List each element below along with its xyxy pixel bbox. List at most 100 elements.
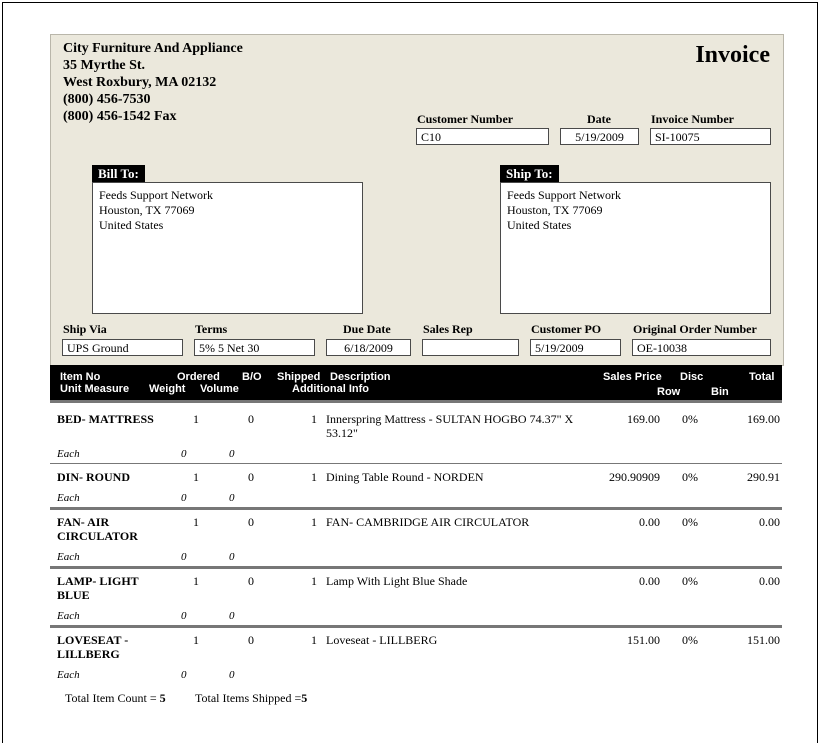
item-no-line: LAMP- LIGHT: [57, 574, 139, 588]
ship-to-box[interactable]: Feeds Support Network Houston, TX 77069 …: [500, 182, 771, 314]
bill-to-tag: Bill To:: [92, 165, 145, 182]
ordered-qty: 1: [193, 574, 199, 588]
unit-measure: Each: [57, 448, 80, 460]
shipped-qty: 1: [311, 412, 317, 426]
total-item-count: Total Item Count = 5: [65, 691, 166, 706]
col-additional-info: Additional Info: [292, 383, 369, 395]
total-items-shipped: Total Items Shipped =5: [195, 691, 307, 706]
terms-field[interactable]: 5% 5 Net 30: [194, 339, 315, 356]
volume: 0: [229, 551, 235, 563]
company-name: City Furniture And Appliance: [63, 41, 243, 56]
item-no-line: CIRCULATOR: [57, 529, 138, 543]
volume: 0: [229, 448, 235, 460]
total-item-count-label: Total Item Count =: [65, 691, 160, 705]
ship-via-field[interactable]: UPS Ground: [62, 339, 183, 356]
ordered-qty: 1: [193, 412, 199, 426]
customer-po-label: Customer PO: [531, 322, 602, 336]
company-city: West Roxbury, MA 02132: [63, 75, 217, 90]
sales-rep-field[interactable]: [422, 339, 519, 356]
company-street: 35 Myrthe St.: [63, 58, 146, 73]
item-no: DIN- ROUND: [57, 470, 130, 484]
weight: 0: [181, 610, 187, 622]
document-title: Invoice: [695, 42, 770, 68]
item-no: LOVESEAT - LILLBERG: [57, 633, 128, 661]
invoice-number-field[interactable]: SI-10075: [650, 128, 771, 145]
col-unit-measure: Unit Measure: [60, 383, 130, 395]
col-ordered: Ordered: [177, 371, 220, 383]
ordered-qty: 1: [193, 515, 199, 529]
shipped-qty: 1: [311, 633, 317, 647]
discount: 0%: [682, 574, 698, 588]
item-no: BED- MATTRESS: [57, 412, 154, 426]
line-total: 151.00: [747, 633, 780, 647]
customer-number-label: Customer Number: [417, 112, 514, 126]
unit-measure: Each: [57, 669, 80, 681]
row-divider: [50, 625, 782, 628]
bo-qty: 0: [248, 515, 254, 529]
discount: 0%: [682, 412, 698, 426]
bo-qty: 0: [248, 470, 254, 484]
col-volume: Volume: [200, 383, 239, 395]
customer-number-field[interactable]: C10: [416, 128, 549, 145]
sales-price: 0.00: [639, 574, 660, 588]
col-total: Total: [749, 371, 775, 383]
sales-price: 151.00: [627, 633, 660, 647]
shipped-qty: 1: [311, 470, 317, 484]
item-description: Innerspring Mattress - SULTAN HOGBO 74.3…: [326, 412, 573, 440]
row-divider: [50, 400, 782, 403]
sales-price: 290.90909: [609, 470, 660, 484]
sales-price: 169.00: [627, 412, 660, 426]
description-line: 53.12": [326, 426, 358, 440]
col-item-no: Item No: [60, 371, 101, 383]
volume: 0: [229, 610, 235, 622]
original-order-label: Original Order Number: [633, 322, 757, 336]
bill-to-line: Feeds Support Network: [99, 188, 213, 202]
line-total: 290.91: [747, 470, 780, 484]
ship-to-tag: Ship To:: [500, 165, 559, 182]
col-bo: B/O: [242, 371, 262, 383]
line-total: 169.00: [747, 412, 780, 426]
bill-to-box[interactable]: Feeds Support Network Houston, TX 77069 …: [92, 182, 363, 314]
weight: 0: [181, 448, 187, 460]
unit-measure: Each: [57, 551, 80, 563]
line-total: 0.00: [759, 574, 780, 588]
shipped-qty: 1: [311, 574, 317, 588]
due-date-field[interactable]: 6/18/2009: [326, 339, 411, 356]
company-phone: (800) 456-7530: [63, 92, 151, 107]
volume: 0: [229, 669, 235, 681]
row-divider: [50, 566, 782, 569]
ship-to-line: Feeds Support Network: [507, 188, 621, 202]
date-field[interactable]: 5/19/2009: [560, 128, 639, 145]
item-no: FAN- AIR CIRCULATOR: [57, 515, 138, 543]
volume: 0: [229, 492, 235, 504]
customer-po-field[interactable]: 5/19/2009: [530, 339, 621, 356]
ship-to-line: United States: [507, 218, 572, 232]
col-sales-price: Sales Price: [603, 371, 662, 383]
weight: 0: [181, 669, 187, 681]
bill-to-line: United States: [99, 218, 164, 232]
ordered-qty: 1: [193, 470, 199, 484]
item-no-line: BLUE: [57, 588, 90, 602]
bill-to-line: Houston, TX 77069: [99, 203, 195, 217]
item-no-line: FAN- AIR: [57, 515, 110, 529]
unit-measure: Each: [57, 492, 80, 504]
ship-via-label: Ship Via: [63, 322, 107, 336]
original-order-field[interactable]: OE-10038: [632, 339, 771, 356]
col-row: Row: [657, 386, 681, 398]
line-total: 0.00: [759, 515, 780, 529]
sales-rep-label: Sales Rep: [423, 322, 473, 336]
item-description: Loveseat - LILLBERG: [326, 633, 438, 647]
discount: 0%: [682, 470, 698, 484]
item-description: Dining Table Round - NORDEN: [326, 470, 484, 484]
item-no: LAMP- LIGHT BLUE: [57, 574, 139, 602]
weight: 0: [181, 551, 187, 563]
col-disc: Disc: [680, 371, 704, 383]
total-items-shipped-label: Total Items Shipped =: [195, 691, 302, 705]
col-weight: Weight: [149, 383, 186, 395]
due-date-label: Due Date: [343, 322, 391, 336]
ship-to-line: Houston, TX 77069: [507, 203, 603, 217]
ordered-qty: 1: [193, 633, 199, 647]
item-description: Lamp With Light Blue Shade: [326, 574, 468, 588]
weight: 0: [181, 492, 187, 504]
col-description: Description: [330, 371, 391, 383]
